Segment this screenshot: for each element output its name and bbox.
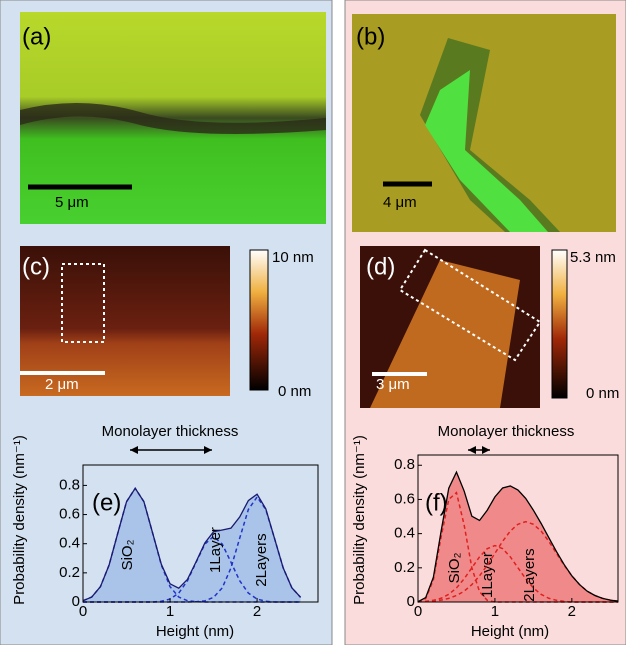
colorbar-min: 0 nm bbox=[586, 385, 619, 402]
colorbar-max: 10 nm bbox=[272, 249, 314, 266]
series-label: 2Layers bbox=[521, 548, 538, 601]
series-label: SiO₂ bbox=[446, 552, 463, 583]
y-tick-label: 0.8 bbox=[394, 456, 415, 473]
y-axis-label: Probability density (nm⁻¹) bbox=[351, 435, 368, 605]
figure: 5 μm (a) 4 μm (b) 2 μm (c) 10 nm 0 nm 3 … bbox=[0, 0, 626, 645]
y-axis-label: Probability density (nm⁻¹) bbox=[11, 435, 28, 605]
panel-label: (d) bbox=[366, 253, 395, 280]
y-tick-label: 0 bbox=[407, 593, 415, 610]
y-tick-label: 0.8 bbox=[59, 476, 80, 493]
panel-label: (c) bbox=[22, 253, 50, 280]
x-tick-label: 1 bbox=[491, 603, 499, 620]
page: 5 μm (a) 4 μm (b) 2 μm (c) 10 nm 0 nm 3 … bbox=[0, 0, 626, 645]
y-tick-label: 0.6 bbox=[59, 506, 80, 523]
series-label: 1Layer bbox=[207, 527, 224, 573]
scale-label: 5 μm bbox=[55, 194, 89, 211]
scale-label: 4 μm bbox=[383, 194, 417, 211]
panel-label: (a) bbox=[22, 23, 51, 50]
x-tick-label: 1 bbox=[166, 603, 174, 620]
y-tick-label: 0 bbox=[72, 593, 80, 610]
y-tick-label: 0.2 bbox=[59, 564, 80, 581]
y-tick-label: 0.2 bbox=[394, 559, 415, 576]
x-axis-label: Height (nm) bbox=[471, 623, 549, 640]
panel-label: (b) bbox=[356, 23, 385, 50]
annotation: Monolayer thickness bbox=[102, 423, 239, 440]
scale-label: 3 μm bbox=[376, 376, 410, 393]
series-label: 2Layers bbox=[253, 533, 270, 586]
optical-image bbox=[20, 12, 326, 224]
series-label: SiO₂ bbox=[119, 539, 136, 570]
y-tick-label: 0.4 bbox=[59, 535, 80, 552]
colorbar-min: 0 nm bbox=[278, 383, 311, 400]
series-label: 1Layer bbox=[479, 552, 496, 598]
chart-title: (f) bbox=[425, 489, 448, 516]
colorbar bbox=[552, 250, 567, 398]
chart-title: (e) bbox=[92, 489, 121, 516]
x-tick-label: 0 bbox=[79, 603, 87, 620]
y-tick-label: 0.4 bbox=[394, 525, 415, 542]
scale-label: 2 μm bbox=[45, 376, 79, 393]
x-axis-label: Height (nm) bbox=[156, 623, 234, 640]
annotation: Monolayer thickness bbox=[438, 423, 575, 440]
x-tick-label: 0 bbox=[414, 603, 422, 620]
x-tick-label: 2 bbox=[568, 603, 576, 620]
colorbar-max: 5.3 nm bbox=[570, 249, 616, 266]
y-tick-label: 0.6 bbox=[394, 490, 415, 507]
x-tick-label: 2 bbox=[253, 603, 261, 620]
colorbar bbox=[250, 250, 268, 390]
